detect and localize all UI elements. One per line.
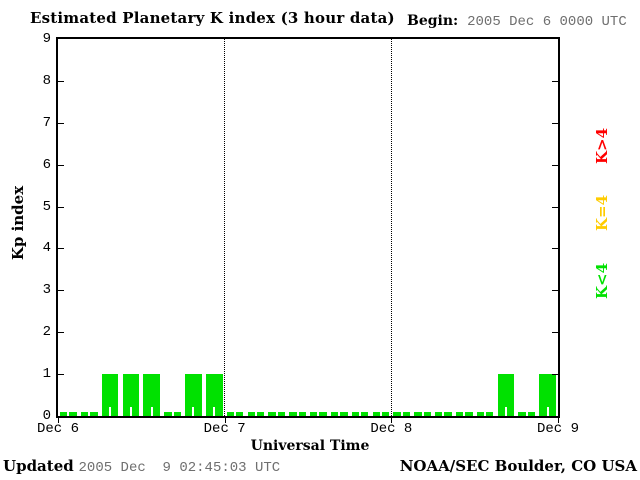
- bar-tick-notch: [192, 407, 195, 416]
- bar-tick-notch: [442, 407, 445, 416]
- x-tick: [558, 418, 559, 423]
- y-tick-left: [58, 290, 64, 292]
- y-tick-left: [58, 332, 64, 334]
- bar-tick-notch: [400, 407, 403, 416]
- bar-tick-notch: [317, 407, 320, 416]
- y-tick-label: 2: [42, 324, 51, 341]
- y-tick-right: [552, 164, 558, 166]
- updated-value: 2005 Dec 9 02:45:03 UTC: [78, 460, 281, 476]
- y-tick-right: [552, 332, 558, 334]
- bar-tick-notch: [171, 407, 174, 416]
- kp-bar: [101, 374, 119, 416]
- updated-label: Updated: [3, 457, 74, 475]
- x-tick: [224, 418, 226, 423]
- kp-bar: [539, 374, 556, 416]
- x-tick: [391, 418, 393, 423]
- y-tick-right: [552, 206, 558, 208]
- begin-spacer: [458, 13, 467, 29]
- kp-bar: [122, 374, 140, 416]
- y-tick-label: 1: [42, 366, 51, 383]
- kp-bar: [497, 374, 515, 416]
- begin-value: 2005 Dec 6 0000 UTC: [467, 14, 627, 30]
- bar-tick-notch: [546, 407, 549, 416]
- plot-area: [56, 37, 560, 418]
- bar-tick-notch: [379, 407, 382, 416]
- y-tick-left: [58, 248, 64, 250]
- y-tick-right: [552, 374, 558, 376]
- kp-bar: [185, 374, 202, 416]
- y-tick-label: 9: [42, 31, 51, 47]
- y-tick-left: [58, 122, 64, 124]
- legend-item-k-gt-4: K>4: [593, 127, 611, 165]
- bar-tick-notch: [421, 407, 424, 416]
- y-tick-label: 4: [42, 240, 51, 257]
- y-tick-right: [552, 248, 558, 250]
- x-tick-label: Dec 8: [370, 421, 413, 437]
- bar-tick-notch: [463, 407, 466, 416]
- updated-line: Updated 2005 Dec 9 02:45:03 UTC: [3, 457, 280, 476]
- x-tick-label: Dec 9: [536, 421, 579, 437]
- bar-tick-notch: [67, 407, 70, 416]
- begin-line: Begin: 2005 Dec 6 0000 UTC: [407, 13, 627, 30]
- y-tick-right: [552, 80, 558, 82]
- kp-bar: [143, 374, 161, 416]
- y-tick-label: 0: [42, 408, 51, 424]
- y-tick-label: 7: [42, 114, 51, 131]
- bar-tick-notch: [254, 407, 257, 416]
- kp-bar: [205, 374, 223, 416]
- bar-tick-notch: [296, 407, 299, 416]
- y-tick-label: 6: [42, 156, 51, 173]
- y-tick-label: 8: [42, 72, 51, 89]
- bar-tick-notch: [504, 407, 507, 416]
- y-tick-label: 5: [42, 198, 51, 215]
- legend-item-k-eq-4: K=4: [593, 194, 611, 232]
- y-tick-left: [58, 164, 64, 166]
- x-tick-label: Dec 6: [36, 421, 79, 437]
- bar-tick-notch: [129, 407, 132, 416]
- bar-tick-notch: [338, 407, 341, 416]
- begin-label: Begin:: [407, 13, 459, 29]
- day-gridline: [224, 39, 226, 416]
- bar-tick-notch: [213, 407, 216, 416]
- legend-item-k-lt-4: K<4: [593, 262, 611, 300]
- bar-tick-notch: [109, 407, 112, 416]
- bar-tick-notch: [484, 407, 487, 416]
- bar-tick-notch: [525, 407, 528, 416]
- chart-title: Estimated Planetary K index (3 hour data…: [30, 9, 395, 27]
- bar-tick-notch: [88, 407, 91, 416]
- bar-tick-notch: [359, 407, 362, 416]
- bar-tick-notch: [275, 407, 278, 416]
- y-tick-label: 3: [42, 282, 51, 299]
- x-tick-label: Dec 7: [203, 421, 246, 437]
- y-tick-left: [58, 80, 64, 82]
- x-tick: [58, 418, 59, 423]
- bar-tick-notch: [234, 407, 237, 416]
- bar-tick-notch: [150, 407, 153, 416]
- day-gridline: [390, 39, 392, 416]
- y-tick-left: [58, 206, 64, 208]
- credit-text: NOAA/SEC Boulder, CO USA: [399, 457, 637, 475]
- y-tick-right: [552, 290, 558, 292]
- x-axis-title: Universal Time: [250, 438, 370, 454]
- y-tick-right: [552, 122, 558, 124]
- y-tick-left: [58, 374, 64, 376]
